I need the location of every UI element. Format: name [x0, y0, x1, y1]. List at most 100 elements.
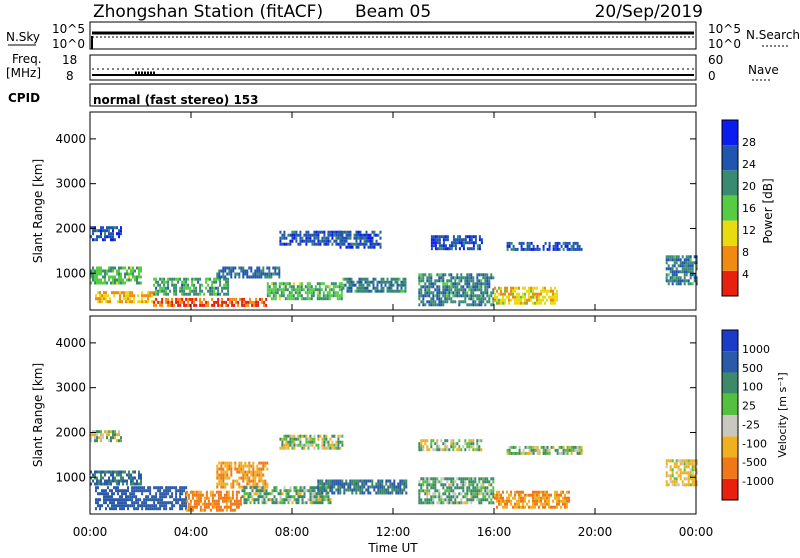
data-cell: [671, 480, 674, 484]
data-cell: [464, 297, 467, 301]
data-region: [418, 477, 495, 505]
data-cell: [444, 238, 447, 242]
data-cell: [191, 496, 194, 500]
data-cell: [132, 476, 134, 480]
data-cell: [564, 448, 567, 452]
data-cell: [675, 462, 678, 466]
data-cell: [446, 498, 449, 502]
data-cell: [114, 278, 116, 282]
colorbar-swatch: [722, 195, 738, 221]
data-cell: [478, 480, 481, 484]
data-cell: [379, 488, 382, 492]
data-cell: [271, 492, 274, 496]
data-cell: [564, 451, 567, 455]
data-cell: [329, 482, 332, 486]
data-cell: [378, 280, 381, 284]
data-cell: [193, 297, 196, 301]
data-cell: [345, 239, 348, 243]
data-cell: [217, 505, 220, 509]
data-cell: [272, 272, 275, 276]
data-cell: [232, 479, 235, 483]
data-cell: [472, 442, 475, 446]
data-cell: [137, 498, 140, 502]
data-cell: [574, 445, 577, 449]
data-cell: [262, 479, 265, 483]
nsky-label: N.Sky: [6, 30, 40, 44]
data-cell: [333, 479, 336, 483]
data-cell: [687, 261, 690, 265]
data-cell: [143, 486, 146, 490]
data-cell: [318, 288, 321, 292]
data-cell: [462, 495, 465, 499]
data-cell: [389, 485, 392, 489]
data-cell: [222, 275, 225, 279]
data-cell: [532, 301, 534, 305]
data-cell: [350, 286, 353, 290]
data-cell: [297, 434, 300, 438]
data-cell: [113, 504, 115, 508]
data-cell: [405, 479, 408, 483]
data-cell: [149, 294, 152, 298]
data-cell: [379, 242, 382, 246]
data-cell: [259, 486, 262, 490]
data-cell: [266, 282, 269, 286]
data-cell: [426, 486, 429, 490]
data-cell: [112, 433, 114, 437]
data-cell: [685, 465, 688, 469]
data-cell: [464, 483, 467, 487]
data-cell: [195, 505, 198, 509]
data-cell: [151, 300, 154, 304]
data-cell: [339, 440, 342, 444]
data-cell: [444, 291, 447, 295]
data-cell: [243, 501, 246, 505]
data-cell: [187, 286, 190, 290]
data-cell: [464, 495, 467, 499]
data-cell: [301, 489, 304, 493]
data-cell: [311, 233, 314, 237]
data-cell: [372, 280, 375, 284]
data-cell: [420, 276, 423, 280]
data-cell: [345, 482, 348, 486]
data-cell: [448, 489, 451, 493]
data-cell: [462, 483, 465, 487]
data-cell: [129, 300, 132, 304]
data-cell: [478, 439, 481, 443]
data-cell: [291, 233, 294, 237]
data-cell: [175, 492, 178, 496]
data-cell: [185, 486, 188, 490]
data-cell: [454, 501, 457, 505]
data-cell: [333, 482, 336, 486]
data-cell: [687, 471, 690, 475]
data-region: [337, 230, 382, 249]
data-cell: [358, 286, 361, 290]
data-cell: [424, 294, 427, 298]
data-cell: [380, 286, 383, 290]
data-cell: [572, 448, 575, 452]
data-cell: [235, 297, 238, 301]
data-cell: [532, 289, 534, 293]
y-tick-label: 3000: [55, 381, 86, 395]
data-cell: [478, 303, 481, 307]
data-cell: [209, 490, 212, 494]
data-cell: [432, 244, 435, 248]
data-cell: [576, 241, 579, 245]
data-cell: [556, 298, 558, 302]
data-cell: [375, 491, 378, 495]
data-cell: [460, 300, 463, 304]
data-cell: [189, 292, 192, 296]
data-cell: [671, 273, 674, 277]
data-cell: [303, 233, 306, 237]
data-cell: [100, 281, 102, 285]
data-cell: [121, 492, 123, 496]
data-cell: [365, 230, 368, 234]
data-cell: [369, 245, 372, 249]
data-cell: [234, 467, 237, 471]
data-cell: [440, 303, 443, 307]
data-cell: [253, 300, 256, 304]
data-cell: [274, 285, 277, 289]
data-cell: [454, 300, 457, 304]
data-cell: [496, 505, 498, 509]
data-cell: [241, 297, 244, 301]
data-cell: [119, 291, 121, 295]
data-cell: [294, 297, 297, 301]
